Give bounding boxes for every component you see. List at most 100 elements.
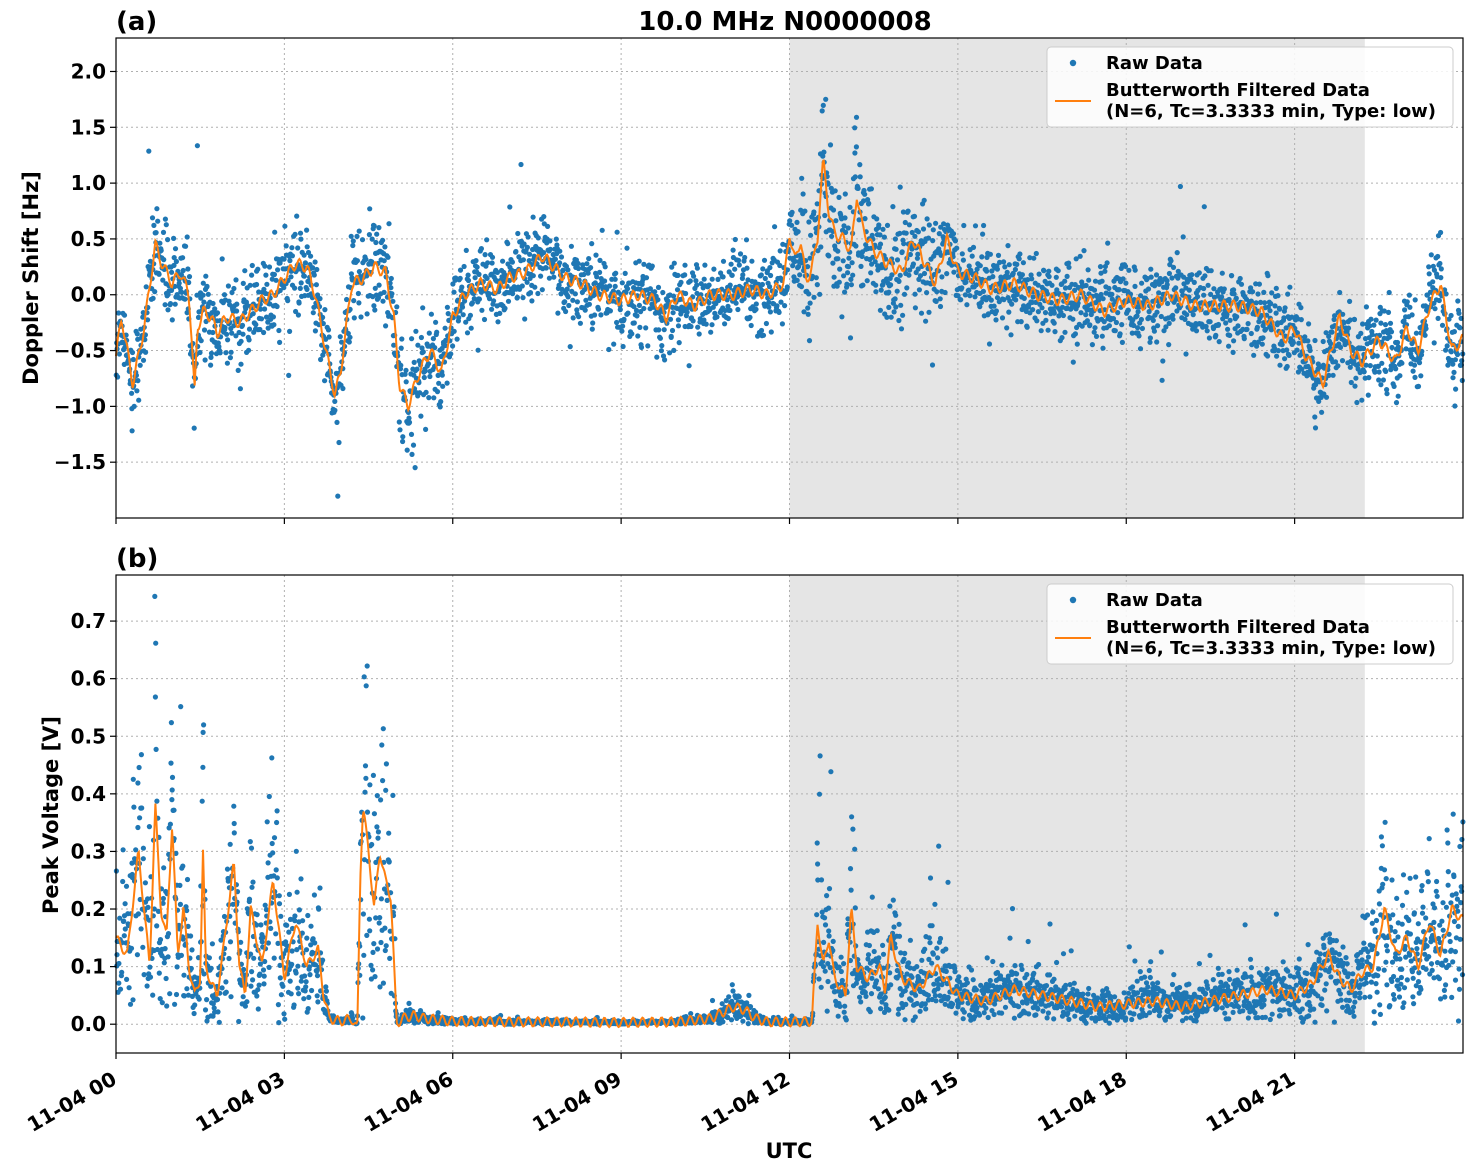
raw-data-point <box>372 307 378 313</box>
raw-data-point <box>897 184 903 190</box>
raw-data-point <box>901 291 908 297</box>
raw-data-point <box>152 593 158 600</box>
raw-data-point <box>283 947 289 953</box>
raw-data-point <box>389 291 395 297</box>
raw-data-point <box>117 915 123 921</box>
raw-data-point <box>320 314 326 320</box>
raw-data-point <box>553 236 559 242</box>
raw-data-point <box>1219 294 1225 300</box>
raw-data-point <box>691 273 697 279</box>
raw-data-point <box>286 891 292 898</box>
raw-data-point <box>795 229 801 235</box>
raw-data-point <box>674 287 681 293</box>
raw-data-point <box>163 222 169 228</box>
raw-data-point <box>1135 309 1141 315</box>
raw-data-point <box>202 1007 209 1013</box>
raw-data-point <box>1138 316 1144 323</box>
raw-data-point <box>830 938 836 945</box>
raw-data-point <box>231 323 237 329</box>
raw-data-point <box>753 306 759 312</box>
raw-data-point <box>1077 253 1083 259</box>
raw-data-point <box>306 964 312 970</box>
raw-data-point <box>1374 353 1380 359</box>
raw-data-point <box>459 304 466 310</box>
raw-data-point <box>350 238 356 244</box>
raw-data-point <box>1092 278 1099 284</box>
raw-data-point <box>1254 324 1260 330</box>
raw-data-point <box>911 213 918 219</box>
raw-data-point <box>157 937 164 943</box>
raw-data-point <box>934 289 940 295</box>
raw-data-point <box>1138 293 1144 299</box>
raw-data-point <box>834 283 840 289</box>
raw-data-point <box>189 947 195 953</box>
raw-data-point <box>590 320 596 326</box>
raw-data-point <box>384 897 390 904</box>
raw-data-point <box>748 322 754 329</box>
raw-data-point <box>524 279 530 285</box>
raw-data-point <box>702 262 708 268</box>
raw-data-point <box>1443 347 1449 353</box>
raw-data-point <box>167 821 173 827</box>
raw-data-point <box>1008 332 1014 338</box>
raw-data-point <box>525 234 531 240</box>
raw-data-point <box>1335 363 1341 369</box>
raw-data-point <box>116 310 122 316</box>
raw-data-point <box>1182 316 1188 322</box>
raw-data-point <box>334 419 340 425</box>
raw-data-point <box>898 326 905 332</box>
raw-data-point <box>656 327 662 333</box>
raw-data-point <box>1252 339 1258 345</box>
raw-data-point <box>1073 256 1079 262</box>
raw-data-point <box>1036 271 1042 277</box>
raw-data-point <box>399 336 405 342</box>
raw-data-point <box>128 945 135 951</box>
raw-data-point <box>665 298 671 304</box>
raw-data-point <box>1339 358 1346 364</box>
raw-data-point <box>824 893 830 899</box>
raw-data-point <box>253 322 259 328</box>
raw-data-point <box>1163 324 1169 330</box>
raw-data-point <box>445 311 451 317</box>
raw-data-point <box>1193 328 1200 334</box>
raw-data-point <box>371 223 377 229</box>
raw-data-point <box>264 819 270 825</box>
raw-data-point <box>222 325 228 331</box>
raw-data-point <box>228 349 234 355</box>
raw-data-point <box>262 902 268 908</box>
raw-data-point <box>165 307 171 313</box>
raw-data-point <box>383 761 389 767</box>
raw-data-point <box>622 270 628 276</box>
raw-data-point <box>614 229 620 235</box>
raw-data-point <box>1183 351 1189 357</box>
raw-data-point <box>1307 347 1313 354</box>
raw-data-point <box>298 280 304 286</box>
raw-data-point <box>414 366 420 372</box>
raw-data-point <box>530 273 536 279</box>
raw-data-point <box>1306 321 1312 327</box>
raw-data-point <box>387 955 393 962</box>
raw-data-point <box>260 934 266 940</box>
raw-data-point <box>1213 332 1219 338</box>
raw-data-point <box>701 276 707 282</box>
raw-data-point <box>169 317 175 323</box>
raw-data-point <box>966 263 972 269</box>
raw-data-point <box>443 337 449 344</box>
raw-data-point <box>583 297 589 303</box>
raw-data-point <box>288 991 294 997</box>
raw-data-point <box>158 247 164 254</box>
raw-data-point <box>135 824 141 831</box>
raw-data-point <box>376 225 382 231</box>
raw-data-point <box>363 683 369 689</box>
raw-data-point <box>1227 332 1233 338</box>
raw-data-point <box>952 238 959 244</box>
raw-data-point <box>873 289 879 295</box>
raw-data-point <box>273 867 279 873</box>
raw-data-point <box>360 911 366 917</box>
raw-data-point <box>385 254 391 260</box>
raw-data-point <box>831 274 837 280</box>
raw-data-point <box>1039 305 1045 311</box>
raw-data-point <box>367 206 373 212</box>
raw-data-point <box>173 258 179 265</box>
raw-data-point <box>1120 276 1126 282</box>
